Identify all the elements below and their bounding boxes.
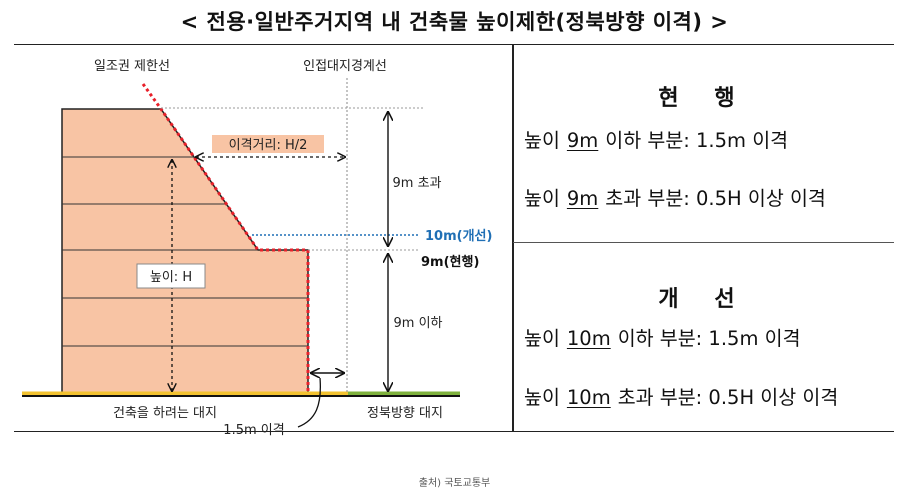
current-9m-label: 9m(현행) [421, 254, 479, 270]
content-frame [14, 44, 894, 432]
improved-10m-label: 10m(개선) [425, 228, 492, 244]
current-rule-1: 높이 9m 이하 부분: 1.5m 이격 [524, 124, 788, 153]
site-label: 건축을 하려는 대지 [113, 406, 217, 421]
rule-threshold: 9m [566, 129, 599, 152]
rule-text: 초과 부분: 0.5H 이상 이격 [605, 187, 826, 210]
rule-text: 초과 부분: 0.5H 이상 이격 [617, 386, 839, 409]
current-rule-2: 높이 9m 초과 부분: 0.5H 이상 이격 [524, 182, 826, 211]
setback-label-bg [212, 135, 324, 153]
sunlight-restriction-line [141, 83, 310, 394]
rule-prefix: 높이 [524, 386, 560, 409]
height-label-box [136, 263, 206, 289]
column-divider [512, 44, 514, 432]
improved-rule-2: 높이 10m 초과 부분: 0.5H 이상 이격 [524, 381, 838, 410]
setback-distance-label: 이격거리: H/2 [229, 138, 308, 153]
height-label: 높이: H [150, 270, 192, 285]
section-divider [513, 242, 894, 243]
current-heading: 현 행 [658, 86, 749, 111]
under-9m-label: 9m 이하 [394, 316, 443, 331]
improved-rule-1: 높이 10m 이하 부분: 1.5m 이격 [524, 322, 801, 351]
rule-text: 이하 부분: 1.5m 이격 [605, 129, 789, 152]
north-site-label: 정북방향 대지 [367, 406, 443, 421]
setback-15-label: 1.5m 이격 [223, 423, 284, 438]
setback-15-leader [297, 377, 322, 428]
rule-prefix: 높이 [524, 129, 560, 152]
sunlight-line-label: 일조권 제한선 [94, 59, 170, 74]
boundary-label: 인접대지경계선 [303, 59, 387, 74]
improved-heading: 개 선 [658, 287, 749, 312]
rule-prefix: 높이 [524, 187, 560, 210]
rule-prefix: 높이 [524, 327, 560, 350]
page-title: < 전용·일반주거지역 내 건축물 높이제한(정북방향 이격) > [180, 10, 729, 34]
over-9m-label: 9m 초과 [393, 176, 442, 191]
rule-text: 이하 부분: 1.5m 이격 [617, 327, 801, 350]
setback-diagram: 일조권 제한선 인접대지경계선 이격거리: H/2 높이: H 9m 초과 9m… [22, 59, 492, 438]
floor-lines [62, 156, 308, 347]
rule-threshold: 10m [566, 327, 611, 350]
source-caption: 출처) 국토교통부 [418, 478, 491, 489]
rule-threshold: 9m [566, 187, 599, 210]
rule-threshold: 10m [566, 386, 611, 409]
